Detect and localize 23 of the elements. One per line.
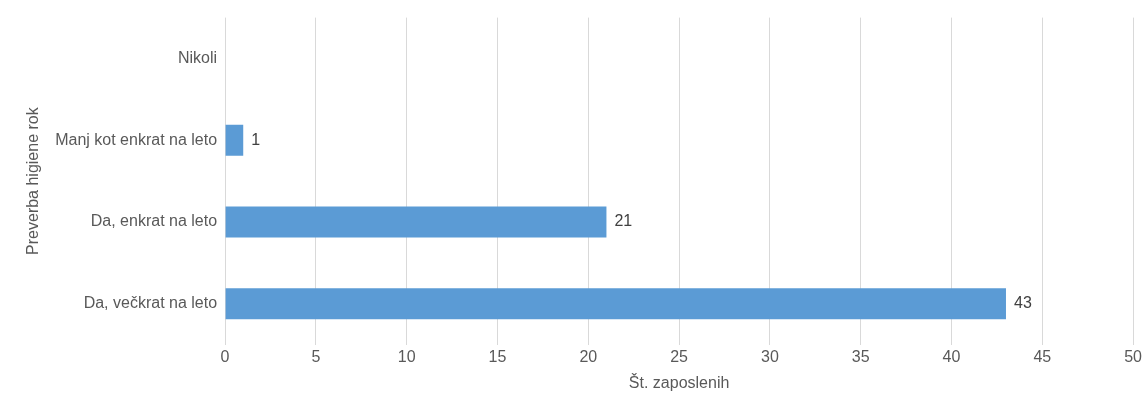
x-tick-label: 40 [942, 347, 961, 365]
y-tick-label: Da, večkrat na leto [83, 294, 218, 312]
x-tick-label: 45 [1033, 347, 1052, 365]
x-tick-label: 0 [220, 347, 230, 365]
x-tick-label: 50 [1124, 347, 1143, 365]
bar [225, 124, 244, 156]
x-tick-label: 5 [311, 347, 321, 365]
data-label: 21 [614, 212, 633, 230]
x-tick-label: 15 [488, 347, 507, 365]
y-tick-label: Nikoli [177, 48, 218, 66]
x-axis-title: Št. zaposlenih [628, 372, 730, 391]
bar [225, 206, 607, 238]
x-tick-label: 10 [397, 347, 416, 365]
x-tick-label: 35 [851, 347, 870, 365]
y-axis-title: Preverba higiene rok [24, 106, 42, 255]
y-tick-label: Manj kot enkrat na leto [55, 130, 218, 148]
x-tick-label: 20 [579, 347, 598, 365]
x-tick-label: 25 [670, 347, 689, 365]
data-label: 43 [1013, 294, 1032, 312]
bar [225, 288, 1006, 320]
data-label: 1 [251, 130, 261, 148]
x-tick-label: 30 [760, 347, 779, 365]
y-tick-label: Da, enkrat na leto [90, 212, 218, 230]
